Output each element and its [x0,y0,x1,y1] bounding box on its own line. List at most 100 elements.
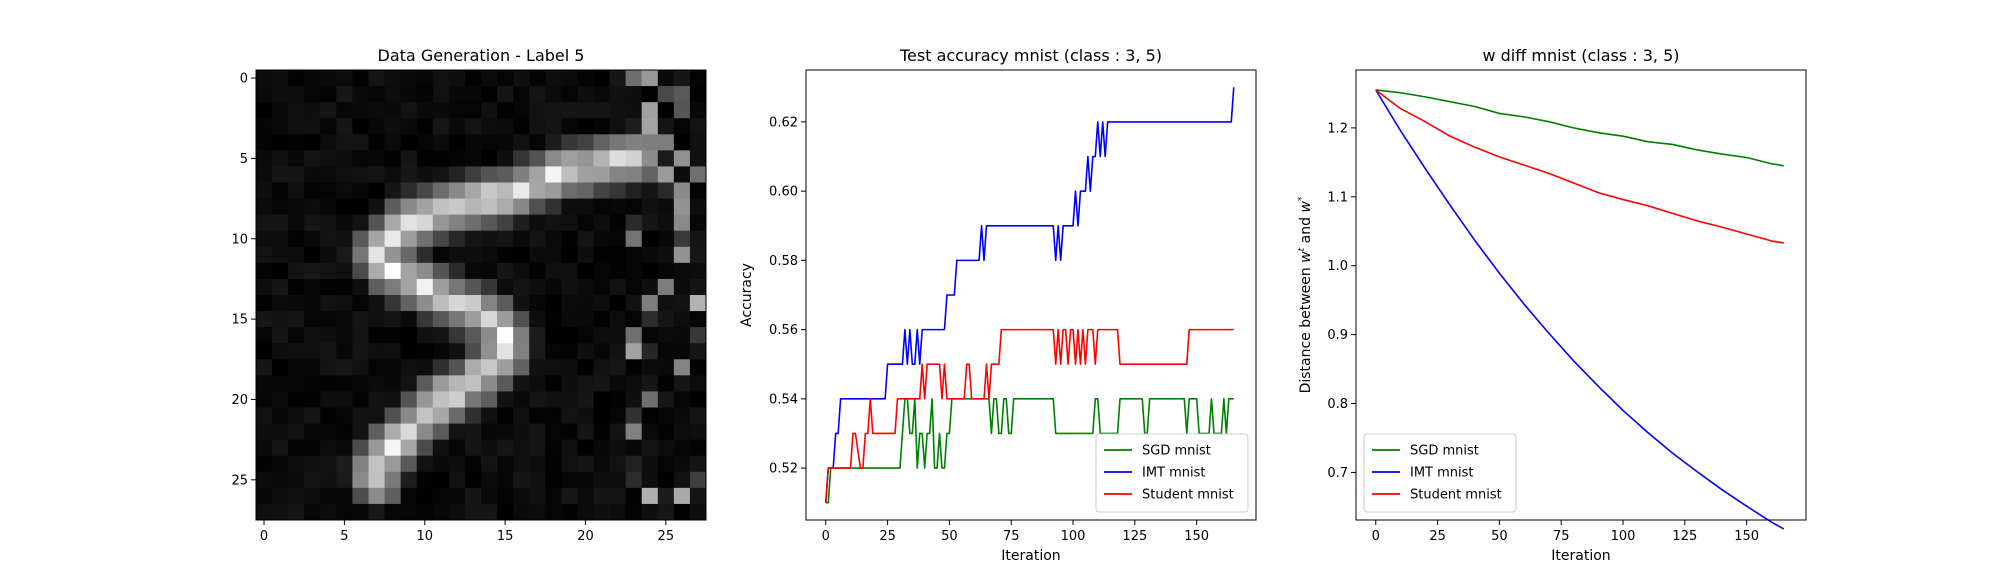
heatmap-cell [288,246,305,264]
heatmap-cell [256,439,273,457]
heatmap-cell [529,262,546,280]
heatmap-cell [577,295,594,312]
heatmap-cell [561,311,578,328]
heatmap-cell [320,182,337,200]
heatmap-cell [497,439,514,457]
heatmap-cell [609,182,627,200]
heatmap-cell [609,487,627,505]
heatmap-cell [464,295,482,312]
heatmap-cell [304,295,321,312]
heatmap-cell [497,343,514,360]
heatmap-cell [593,295,611,312]
heatmap-cell [256,166,273,183]
heatmap-cell [288,343,305,360]
heatmap-cell [256,311,273,328]
heatmap-cell [464,214,482,232]
heatmap-cell [609,278,627,296]
heatmap-cell [400,230,418,248]
heatmap-cell [497,278,514,296]
heatmap-cell [609,471,627,489]
heatmap-cell [320,487,337,505]
heatmap-cell [464,150,482,167]
heatmap-cell [416,471,434,489]
heatmap-cell [336,391,353,408]
heatmap-cell [352,102,369,119]
heatmap-cell [513,198,530,216]
heatmap-cell [609,439,627,457]
heatmap-cell [529,359,546,376]
heatmap-cell [400,311,418,328]
heatmap-cell [593,246,611,264]
heatmap-cell [336,134,353,151]
heatmap-cell [641,134,659,151]
heatmap-cell [689,375,707,392]
heatmap-cell [497,102,514,119]
heatmap-cell [657,455,675,473]
heatmap-cell [448,375,466,392]
y-tick-label: 0.8 [1327,397,1348,412]
heatmap-cell [368,391,386,408]
heatmap-cell [384,359,402,376]
heatmap-cell [320,278,337,296]
heatmap-cell [272,423,289,441]
heatmap-cell [545,198,562,216]
heatmap-cell [384,439,402,457]
heatmap-cell [513,439,530,457]
heatmap-cell [657,295,675,312]
heatmap-cell [304,86,321,103]
heatmap-cell [673,375,691,392]
heatmap-cell [625,102,643,119]
heatmap-cell [352,182,369,200]
heatmap-cell [641,86,659,103]
heatmap-cell [689,455,707,473]
accuracy-series-lines [824,87,1235,504]
heatmap-cell [288,166,305,183]
heatmap-cell [625,343,643,360]
heatmap-cell [464,118,482,135]
heatmap-cell [497,86,514,103]
heatmap-frame [255,69,707,521]
heatmap-cell [416,182,434,200]
heatmap-cell [673,230,691,248]
heatmap-cell [641,262,659,280]
heatmap-cell [432,86,450,103]
heatmap-cell [609,407,627,425]
y-tick-label: 1.0 [1327,259,1348,274]
heatmap-cell [400,327,418,344]
heatmap-cell [416,295,434,312]
heatmap-cell [464,391,482,408]
heatmap-cell [352,343,369,360]
heatmap-cell [352,230,369,248]
heatmap-cell [288,295,305,312]
heatmap-cell [513,278,530,296]
series-line [825,398,1234,504]
heatmap-cell [448,86,466,103]
heatmap-cell [464,359,482,376]
heatmap-cell [336,359,353,376]
heatmap-cell [384,375,402,392]
heatmap-cell [577,471,594,489]
heatmap-cell [689,134,707,151]
heatmap-cell [256,230,273,248]
heatmap-cell [304,503,321,521]
heatmap-cell [545,166,562,183]
heatmap-cell [545,262,562,280]
heatmap-cell [304,214,321,232]
heatmap-cell [256,343,273,360]
heatmap-cell [689,423,707,441]
heatmap-cell [561,230,578,248]
heatmap-cell [256,407,273,425]
heatmap-cell [352,70,369,87]
heatmap-cell [593,150,611,167]
x-tick-label: 125 [1672,529,1697,544]
heatmap-cell [432,359,450,376]
heatmap-cell [481,262,498,280]
y-tick-label: 5 [240,152,248,167]
heatmap-cell [272,230,289,248]
heatmap-cell [448,198,466,216]
heatmap-cell [673,182,691,200]
heatmap-cell [448,471,466,489]
heatmap-cell [545,182,562,200]
heatmap-cell [336,407,353,425]
heatmap-cell [352,118,369,135]
